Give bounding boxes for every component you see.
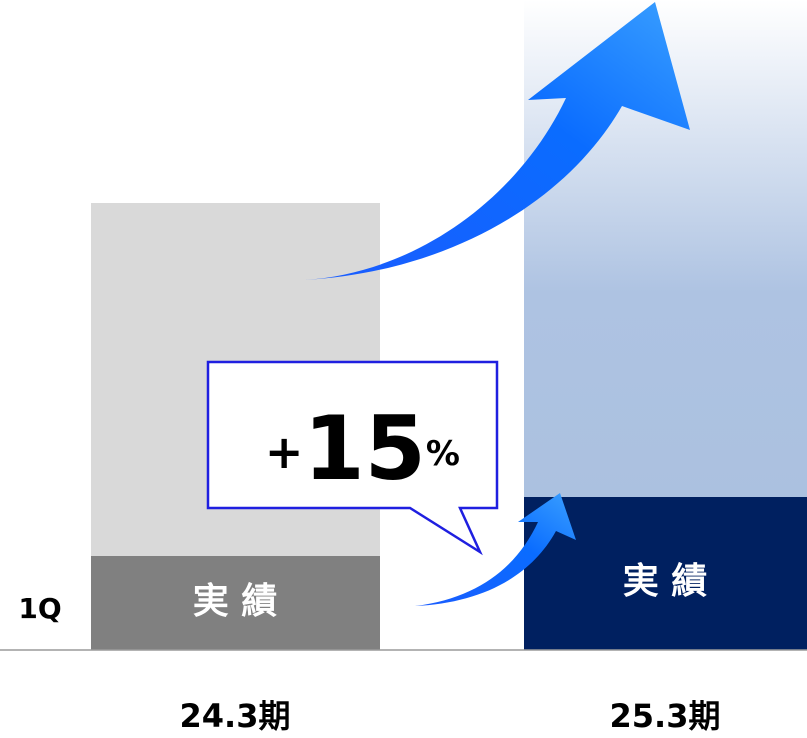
number: 15 xyxy=(303,397,425,500)
bar-actual-next xyxy=(524,497,807,650)
big-arrow xyxy=(305,2,690,280)
bar-actual-prev xyxy=(91,556,380,650)
bar-label: 実 績 xyxy=(193,581,278,622)
row-label: 1Q xyxy=(18,592,61,625)
unit: % xyxy=(426,434,460,474)
sign: + xyxy=(265,425,304,479)
period-label: 25.3期 xyxy=(610,697,721,735)
callout-text: +15% xyxy=(265,397,460,500)
period-label: 24.3期 xyxy=(180,697,291,735)
small-arrow xyxy=(415,493,576,606)
bar-label: 実 績 xyxy=(623,561,708,602)
callout xyxy=(206,360,499,556)
